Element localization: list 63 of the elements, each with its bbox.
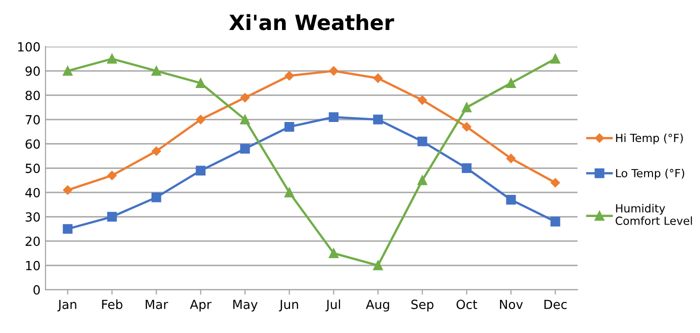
x-tick-label: May bbox=[233, 300, 258, 312]
point bbox=[196, 78, 206, 88]
x-tick-label: Dec bbox=[544, 300, 567, 310]
point bbox=[240, 114, 250, 124]
x-tick-label: Aug bbox=[366, 300, 390, 312]
point bbox=[373, 74, 383, 83]
point bbox=[462, 163, 472, 174]
point bbox=[417, 175, 428, 186]
y-tick-label: 20 bbox=[26, 236, 40, 246]
point bbox=[328, 248, 339, 258]
point bbox=[373, 114, 383, 124]
y-tick-label: 60 bbox=[26, 139, 40, 149]
x-tick-label: Apr bbox=[190, 300, 212, 312]
y-tick-label: 10 bbox=[26, 260, 40, 270]
y-tick-label: 0 bbox=[34, 285, 40, 295]
point bbox=[328, 112, 339, 122]
chart-title: Xi'an Weather bbox=[229, 14, 394, 30]
point bbox=[506, 78, 516, 88]
point bbox=[550, 54, 560, 64]
point bbox=[107, 54, 117, 64]
x-tick-label: Jun bbox=[278, 300, 298, 312]
x-tick-label: Jan bbox=[57, 300, 76, 312]
point bbox=[284, 122, 294, 132]
y-tick-label: 50 bbox=[26, 164, 40, 174]
point bbox=[506, 154, 516, 164]
x-tick-label: Mar bbox=[146, 300, 168, 310]
x-tick-label: Feb bbox=[102, 299, 122, 310]
point bbox=[107, 212, 117, 222]
point bbox=[506, 194, 516, 205]
y-tick-label: 80 bbox=[26, 90, 40, 100]
y-tick-label: 90 bbox=[26, 66, 40, 76]
point bbox=[418, 95, 427, 105]
point bbox=[151, 66, 162, 76]
point bbox=[462, 102, 472, 112]
point bbox=[107, 170, 117, 180]
point bbox=[284, 71, 294, 80]
point bbox=[196, 166, 206, 176]
point bbox=[196, 114, 206, 124]
x-tick-label: Nov bbox=[500, 300, 523, 310]
point bbox=[373, 260, 383, 270]
legend-label: Hi Temp (°F) bbox=[616, 134, 683, 144]
y-tick-label: 100 bbox=[18, 42, 40, 52]
legend-label: Humidity Comfort Level bbox=[616, 204, 692, 225]
point bbox=[62, 66, 73, 76]
point bbox=[550, 178, 560, 188]
point bbox=[550, 216, 560, 227]
y-tick-label: 40 bbox=[25, 188, 40, 198]
y-tick-label: 70 bbox=[26, 115, 40, 124]
point bbox=[240, 93, 250, 102]
x-tick-label: Oct bbox=[456, 300, 478, 310]
point bbox=[417, 136, 428, 146]
point bbox=[462, 122, 472, 132]
y-tick-label: 30 bbox=[26, 212, 40, 222]
point bbox=[284, 188, 294, 198]
point bbox=[62, 224, 73, 234]
x-tick-label: Sep bbox=[411, 300, 434, 312]
point bbox=[151, 192, 162, 202]
x-tick-label: Jul bbox=[325, 299, 340, 312]
point bbox=[152, 146, 161, 156]
point bbox=[240, 144, 250, 154]
legend-label: Lo Temp (°F) bbox=[616, 168, 684, 180]
point bbox=[63, 185, 72, 195]
point bbox=[329, 66, 338, 76]
